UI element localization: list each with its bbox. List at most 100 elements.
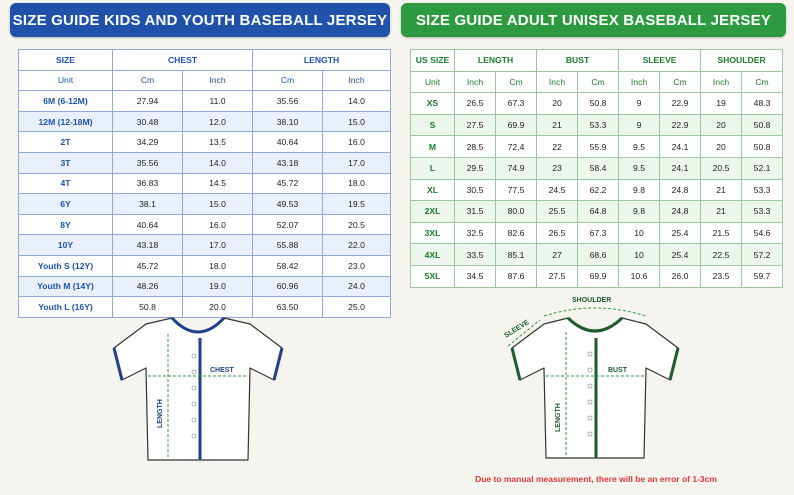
measure-cell: 52.07 (252, 213, 324, 236)
measure-cell: 34.29 (112, 131, 183, 153)
measure-cell: 21 (700, 178, 743, 202)
measure-cell: 20.5 (700, 156, 743, 180)
table-row: L 29.5 74.9 23 58.4 9.5 24.1 20.5 52.1 (410, 156, 784, 180)
unit-cell: Cm (252, 69, 324, 92)
measure-cell: 57.2 (741, 243, 784, 266)
measure-cell: 48.3 (741, 92, 784, 115)
measure-cell: 19.5 (322, 193, 392, 215)
measure-cell: 25.5 (536, 200, 579, 223)
table-row: 3T 35.56 14.0 43.18 17.0 (18, 151, 392, 174)
measure-cell: 64.8 (577, 200, 620, 223)
measure-cell: 59.7 (741, 264, 784, 288)
chest-label: CHEST (210, 367, 234, 374)
unit-cell: Cm (112, 69, 183, 92)
table-row: M 28.5 72.4 22 55.9 9.5 24.1 20 50.8 (410, 135, 784, 158)
measure-cell: 53.3 (741, 178, 784, 202)
table-row: 2T 34.29 13.5 40.64 16.0 (18, 131, 392, 153)
unit-cell: Cm (659, 70, 702, 94)
measure-cell: 53.3 (741, 200, 784, 223)
measure-cell: 13.5 (181, 131, 254, 153)
measure-cell: 22.0 (322, 234, 392, 256)
measure-cell: 45.72 (112, 254, 183, 277)
measure-cell: 24.5 (536, 178, 579, 202)
measure-cell: 25.0 (322, 296, 392, 318)
size-cell: 4T (18, 172, 113, 195)
measure-cell: 72.4 (494, 135, 538, 158)
measure-cell: 55.88 (252, 234, 324, 256)
measure-cell: 26.5 (454, 92, 496, 115)
unit-row: Unit Inch Cm Inch Cm Inch Cm Inch Cm (410, 70, 784, 94)
measure-cell: 29.5 (454, 156, 496, 180)
measure-cell: 12.0 (181, 110, 254, 133)
size-cell: 2XL (410, 200, 455, 223)
sleeve-header: SLEEVE (618, 49, 702, 72)
measure-cell: 26.5 (536, 221, 579, 245)
measure-cell: 17.0 (181, 234, 254, 256)
measure-cell: 27.94 (112, 90, 183, 112)
size-cell: 10Y (18, 234, 113, 256)
measure-cell: 10.6 (618, 264, 661, 288)
measure-cell: 24.8 (659, 178, 702, 202)
size-cell: 6Y (18, 193, 113, 215)
table-row: S 27.5 69.9 21 53.3 9 22.9 20 50.8 (410, 113, 784, 137)
measure-cell: 24.8 (659, 200, 702, 223)
measure-cell: 9.5 (618, 135, 661, 158)
measure-cell: 69.9 (577, 264, 620, 288)
measure-cell: 87.6 (494, 264, 538, 288)
measure-cell: 15.0 (181, 193, 254, 215)
table-row: 4T 36.83 14.5 45.72 18.0 (18, 172, 392, 195)
measure-cell: 45.72 (252, 172, 324, 195)
collar-trim (170, 316, 226, 334)
kids-size-guide-title: SIZE GUIDE KIDS AND YOUTH BASEBALL JERSE… (10, 3, 390, 37)
size-cell: 6M (6-12M) (18, 90, 113, 112)
measure-cell: 85.1 (494, 243, 538, 266)
measure-cell: 21 (536, 113, 579, 137)
length-label: LENGTH (157, 399, 164, 428)
chest-header: CHEST (111, 49, 254, 71)
measure-cell: 28.5 (454, 135, 496, 158)
measure-cell: 38.10 (252, 110, 324, 133)
measure-cell: 10 (618, 221, 661, 245)
measure-cell: 14.0 (322, 90, 392, 112)
table-row: Youth M (14Y) 48.26 19.0 60.96 24.0 (18, 275, 392, 298)
measure-cell: 14.5 (181, 172, 254, 195)
unit-cell: Inch (700, 70, 743, 94)
measure-cell: 11.0 (181, 90, 254, 112)
size-cell: Youth S (12Y) (18, 254, 113, 277)
measure-cell: 30.48 (112, 110, 183, 133)
measure-cell: 19.0 (181, 275, 254, 298)
measure-cell: 35.56 (252, 90, 324, 112)
unit-cell: Inch (536, 70, 579, 94)
unit-cell: Inch (181, 69, 254, 92)
size-header: SIZE (18, 49, 113, 71)
measure-cell: 54.6 (741, 221, 784, 245)
shoulder-label: SHOULDER (572, 297, 611, 304)
measure-cell: 18.0 (322, 172, 392, 195)
measure-cell: 50.8 (741, 135, 784, 158)
table-row: 3XL 32.5 82.6 26.5 67.3 10 25.4 21.5 54.6 (410, 221, 784, 245)
size-cell: 3T (18, 151, 113, 174)
table-row: 6Y 38.1 15.0 49.53 19.5 (18, 193, 392, 215)
measure-cell: 67.3 (577, 221, 620, 245)
measure-cell: 77.5 (494, 178, 538, 202)
measure-cell: 9.5 (618, 156, 661, 180)
measure-cell: 33.5 (454, 243, 496, 266)
table-row: 12M (12-18M) 30.48 12.0 38.10 15.0 (18, 110, 392, 133)
table-row: Youth S (12Y) 45.72 18.0 58.42 23.0 (18, 254, 392, 277)
measure-cell: 62.2 (577, 178, 620, 202)
measure-cell: 9.8 (618, 178, 661, 202)
table-row: XL 30.5 77.5 24.5 62.2 9.8 24.8 21 53.3 (410, 178, 784, 202)
measure-cell: 52.1 (741, 156, 784, 180)
measure-cell: 74.9 (494, 156, 538, 180)
measure-cell: 67.3 (494, 92, 538, 115)
table-row: XS 26.5 67.3 20 50.8 9 22.9 19 48.3 (410, 92, 784, 115)
table-row: 5XL 34.5 87.6 27.5 69.9 10.6 26.0 23.5 59.7 (410, 264, 784, 288)
measure-cell: 53.3 (577, 113, 620, 137)
measure-cell: 27.5 (454, 113, 496, 137)
measure-cell: 38.1 (112, 193, 183, 215)
measure-cell: 23.0 (322, 254, 392, 277)
measure-cell: 25.4 (659, 243, 702, 266)
measure-cell: 58.42 (252, 254, 324, 277)
unit-label: Unit (410, 70, 455, 94)
unit-label: Unit (18, 69, 113, 92)
